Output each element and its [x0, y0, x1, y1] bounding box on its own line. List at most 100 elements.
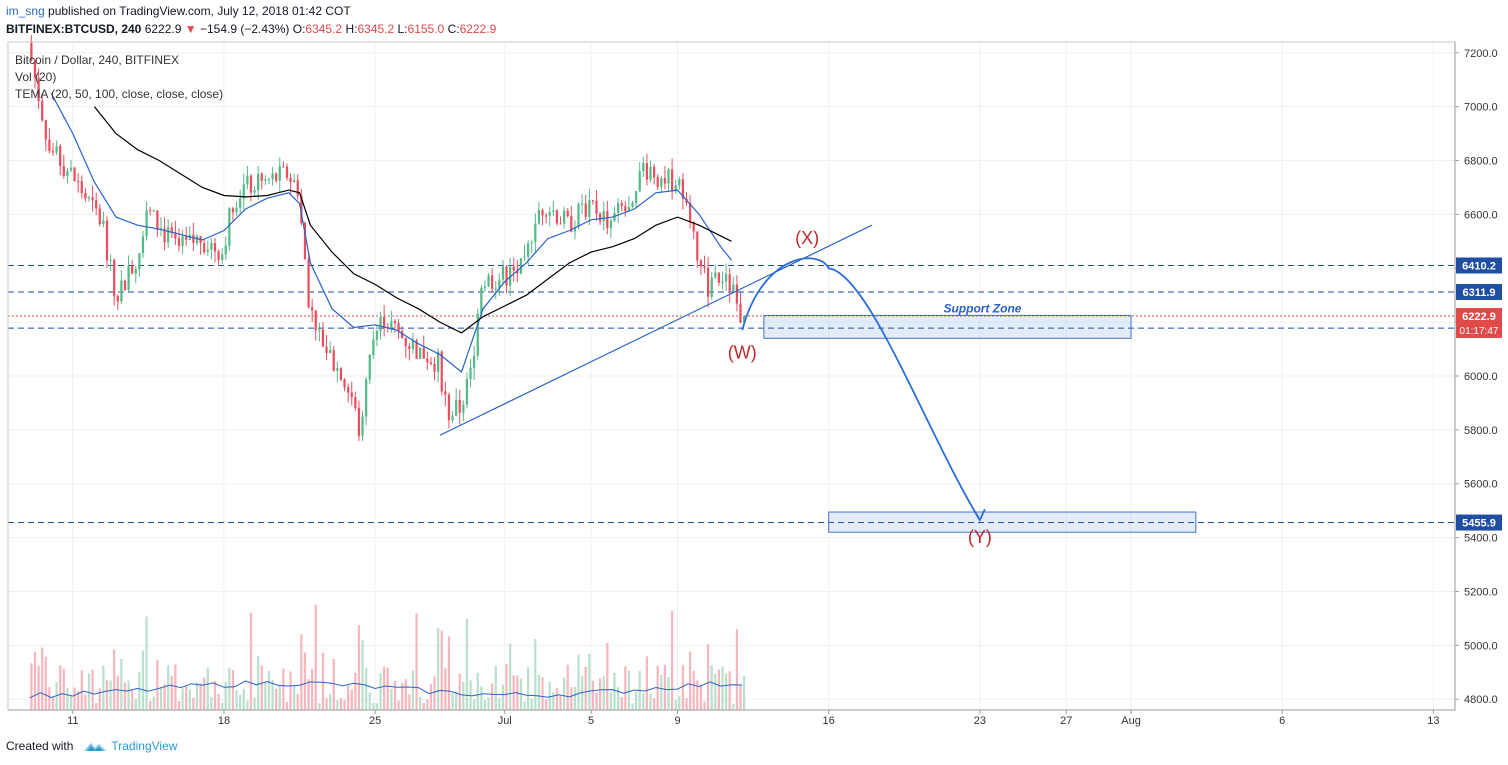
volume-bar	[332, 658, 335, 710]
candle-body	[674, 185, 677, 192]
candle-body	[343, 379, 346, 388]
volume-bar	[581, 676, 584, 710]
volume-bar	[347, 685, 350, 710]
volume-bar	[616, 687, 620, 710]
volume-bar	[642, 692, 645, 710]
high-label: H:	[345, 22, 358, 36]
candle-body	[462, 404, 465, 413]
wave-w-label: (W)	[728, 342, 757, 362]
volume-bar	[462, 681, 465, 710]
volume-bar	[631, 703, 634, 710]
candle-body	[735, 284, 739, 304]
projection-arrowhead-icon	[973, 508, 986, 523]
candle-body	[145, 210, 148, 237]
candle-body	[678, 179, 681, 186]
volume-bar	[282, 668, 285, 710]
volume-bar	[699, 684, 703, 710]
volume-bar	[195, 682, 199, 710]
volume-bar	[33, 651, 37, 710]
volume-bar	[692, 670, 695, 710]
candle-body	[253, 190, 256, 193]
volume-bar	[717, 669, 721, 710]
y-tick-label: 5800.0	[1464, 425, 1498, 437]
y-tick-label: 6800.0	[1464, 156, 1498, 168]
candle-body	[721, 281, 724, 283]
volume-bar	[458, 673, 461, 710]
symbol-label: BITFINEX:BTCUSD, 240	[6, 22, 142, 36]
volume-bar	[728, 671, 731, 710]
volume-bar	[602, 676, 605, 710]
volume-bar	[530, 698, 533, 710]
volume-bar	[181, 688, 184, 710]
volume-bar	[368, 692, 371, 710]
candle-body	[559, 223, 562, 225]
candle-body	[447, 394, 451, 421]
y-tick-label: 7000.0	[1464, 102, 1498, 114]
volume-bar	[152, 696, 155, 710]
volume-bar	[203, 677, 206, 710]
volume-bar	[84, 694, 87, 710]
low-value: 6155.0	[407, 22, 445, 36]
candle-body	[634, 191, 638, 203]
tradingview-brand[interactable]: TradingView	[111, 739, 178, 753]
candle-body	[59, 146, 62, 166]
candle-body	[440, 351, 443, 392]
volume-bar	[667, 677, 670, 710]
volume-bar	[649, 694, 652, 710]
volume-bar	[710, 665, 713, 710]
volume-bar	[37, 666, 40, 710]
candle-body	[73, 167, 76, 182]
level-label: 6311.9	[1462, 287, 1495, 299]
candle-body	[303, 222, 307, 260]
volume-bar	[566, 665, 569, 710]
candle-body	[51, 151, 55, 153]
candle-body	[663, 178, 667, 184]
candle-body	[66, 170, 69, 177]
volume-bar	[199, 683, 202, 710]
volume-bar	[102, 665, 105, 710]
legend-title: Bitcoin / Dollar, 240, BITFINEX	[15, 53, 179, 67]
wave-y-label: (Y)	[968, 527, 992, 547]
volume-bar	[390, 688, 393, 710]
support-zone	[763, 314, 1132, 339]
volume-bar	[275, 688, 278, 710]
candle-body	[660, 178, 663, 187]
level-label-box	[1456, 257, 1502, 274]
volume-bar	[296, 694, 299, 710]
candle-body	[411, 340, 415, 349]
volume-bar	[476, 672, 479, 710]
zones: Support Zone	[763, 301, 1197, 533]
candle-body	[512, 266, 515, 271]
volume-bar	[249, 612, 253, 710]
candle-body	[105, 220, 109, 261]
volume-bar	[480, 686, 483, 710]
volume-bar	[235, 690, 238, 710]
volume-bar	[217, 693, 220, 710]
high-value: 6345.2	[357, 22, 395, 36]
volume-bar	[177, 700, 181, 710]
candle-body	[163, 228, 166, 243]
volume-bar	[609, 692, 613, 710]
candle-body	[505, 266, 508, 286]
volume-bar	[260, 665, 263, 710]
level-label: 5455.9	[1462, 518, 1496, 530]
candle-body	[33, 60, 37, 78]
candle-body	[102, 220, 105, 225]
candle-body	[141, 236, 145, 254]
candle-body	[437, 351, 440, 372]
candle-body	[91, 197, 94, 201]
candle-body	[69, 167, 73, 171]
candle-body	[167, 227, 170, 243]
x-tick-label: Aug	[1121, 715, 1141, 727]
volume-bar	[134, 698, 137, 710]
candle-body	[537, 209, 541, 224]
candle-body	[235, 207, 238, 213]
volume-bar	[361, 640, 364, 710]
candle-body	[616, 203, 620, 214]
volume-bar	[678, 696, 681, 710]
candle-body	[728, 274, 731, 291]
volume-bar	[670, 610, 674, 710]
candle-body	[397, 323, 400, 332]
author-link[interactable]: im_sng	[6, 4, 45, 18]
